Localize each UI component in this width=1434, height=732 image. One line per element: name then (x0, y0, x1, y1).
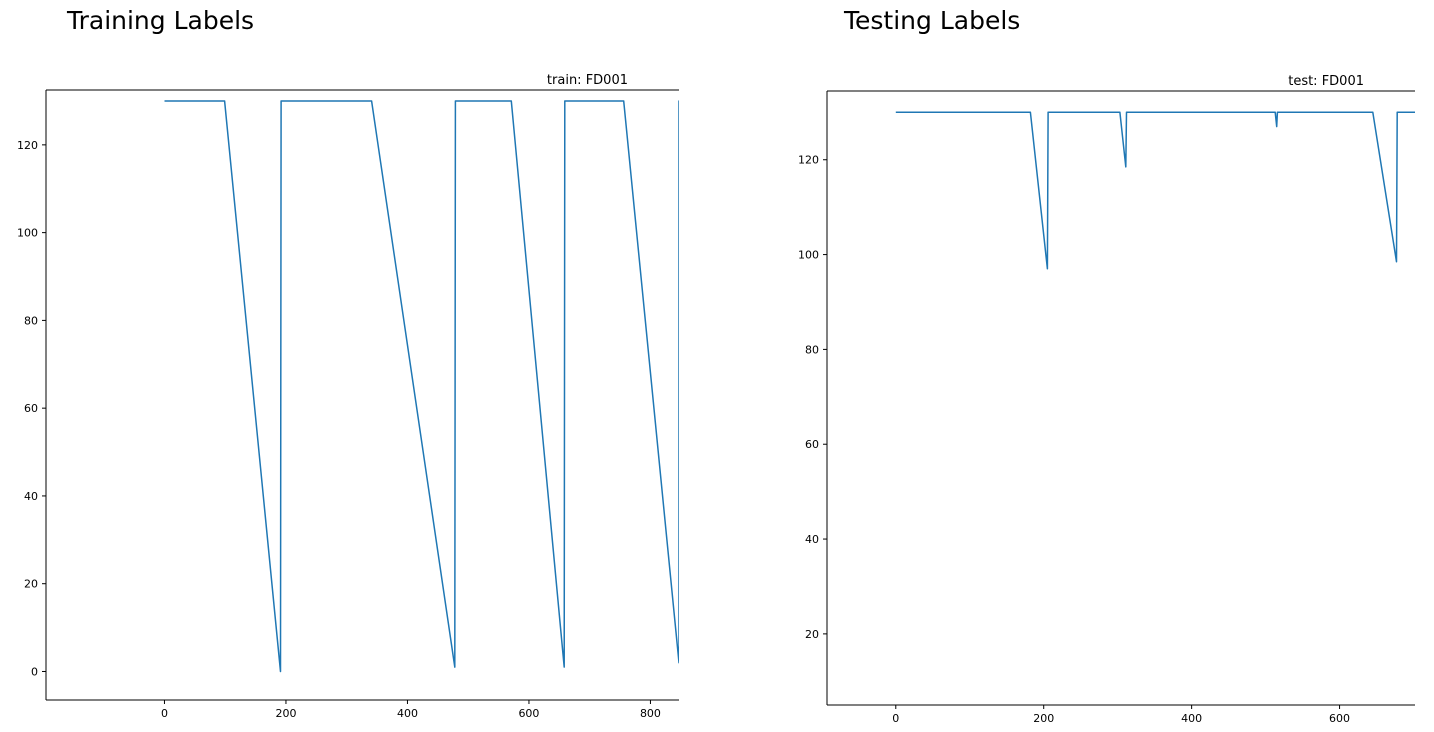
train-y-tick-label: 40 (24, 490, 38, 503)
train-y-tick-label: 120 (17, 139, 38, 152)
train-y-tick-label: 20 (24, 578, 38, 591)
test-x-tick-label: 400 (1181, 712, 1202, 725)
train-y-tick-label: 0 (31, 665, 38, 678)
train-y-tick-label: 100 (17, 227, 38, 240)
test-y-tick-label: 40 (805, 533, 819, 546)
training-labels-heading: Training Labels (67, 6, 255, 35)
train-x-tick-label: 200 (275, 707, 296, 720)
test-x-tick-label: 0 (892, 712, 899, 725)
test-x-tick-label: 600 (1329, 712, 1350, 725)
test-y-tick-label: 80 (805, 343, 819, 356)
train-x-tick-label: 800 (640, 707, 661, 720)
train-x-tick-label: 400 (397, 707, 418, 720)
train-x-tick-label: 600 (518, 707, 539, 720)
train-x-tick-label: 0 (161, 707, 168, 720)
train-chart: 0 200 400 600 800 0 20 40 60 80 100 120 train: FD001 (17, 73, 679, 720)
train-y-tick-label: 60 (24, 402, 38, 415)
test-plot-title: test: FD001 (1288, 74, 1364, 89)
testing-labels-heading: Testing Labels (844, 6, 1021, 35)
train-y-tick-label: 80 (24, 314, 38, 327)
test-y-tick-label: 100 (798, 249, 819, 262)
test-y-tick-label: 20 (805, 628, 819, 641)
test-series-line (895, 111, 1415, 270)
test-y-tick-label: 60 (805, 438, 819, 451)
train-series-line (164, 100, 679, 673)
test-x-tick-label: 200 (1033, 712, 1054, 725)
test-y-tick-label: 120 (798, 154, 819, 167)
test-chart: 0 200 400 600 20 40 60 80 100 120 test: FD001 (798, 74, 1415, 725)
train-plot-title: train: FD001 (547, 73, 628, 88)
